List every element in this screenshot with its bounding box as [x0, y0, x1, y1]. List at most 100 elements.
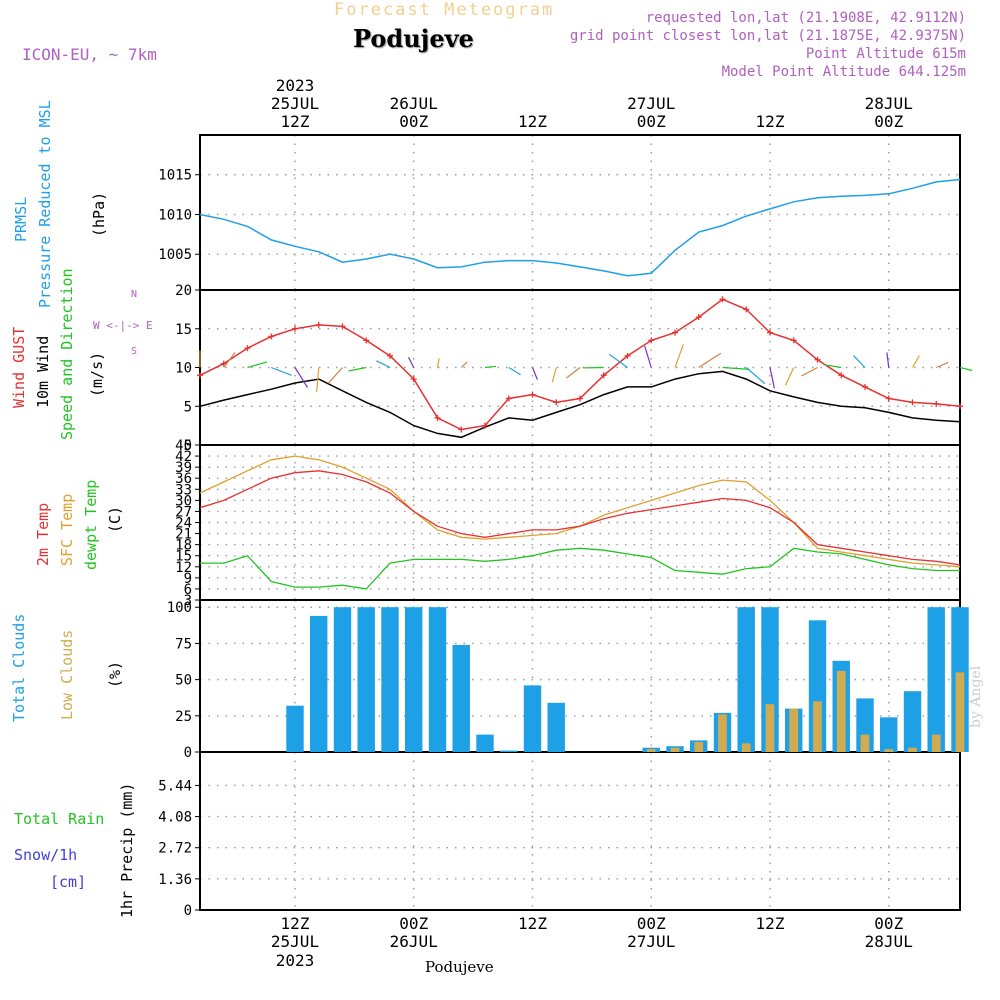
total-cloud-bar	[381, 607, 399, 752]
gust-marker	[292, 325, 298, 332]
wind-arrow	[769, 367, 775, 389]
model-label: ICON-EU, ~ 7km	[22, 45, 157, 64]
low-cloud-bar	[694, 741, 704, 752]
gust-marker	[315, 321, 322, 328]
wind-arrow	[223, 352, 236, 368]
total-cloud-bar	[547, 702, 565, 752]
total-cloud-bar	[523, 685, 542, 752]
gust-marker	[957, 403, 963, 410]
wind-arrow	[824, 364, 842, 369]
gust-marker	[624, 352, 631, 359]
low-cloud-bar	[884, 749, 894, 752]
y-tick-label: 4.08	[158, 810, 192, 826]
total-cloud-bar	[286, 705, 304, 752]
gust-marker	[482, 422, 488, 429]
total-cloud-bar	[880, 717, 898, 752]
bottom-hour-label: 12Z	[756, 914, 785, 933]
wind-arrow	[801, 366, 818, 377]
bottom-year-label: 2023	[276, 951, 315, 970]
y-tick-label: 9	[184, 571, 192, 587]
wind-arrow	[247, 361, 268, 369]
wind-arrow	[508, 366, 521, 376]
low-cloud-bar	[931, 734, 941, 752]
bottom-date-label: 26JUL	[390, 932, 438, 951]
y-tick-label: 75	[175, 636, 192, 652]
top-hour-label: 12Z	[281, 112, 310, 131]
y-tick-label: 2.72	[158, 841, 192, 857]
gust-marker	[814, 356, 821, 363]
bottom-location: Podujeve	[425, 958, 494, 976]
panel-5	[195, 751, 961, 911]
top-year-label: 2023	[276, 76, 315, 95]
wind-arrow	[608, 353, 628, 368]
total-cloud-bar	[357, 607, 375, 752]
y-tick-label: 12	[175, 560, 192, 576]
wind-arrow	[722, 366, 750, 370]
point-altitude: Point Altitude 615m	[805, 46, 966, 62]
compass-south: S	[131, 346, 138, 357]
wind-arrow	[294, 367, 309, 388]
rain-label: Total Rain	[14, 810, 105, 828]
y-tick-label: 21	[175, 527, 192, 543]
compass-west-east: W <-|-> E	[93, 319, 153, 332]
y-tick-label: 6	[184, 582, 192, 598]
gust-line	[199, 298, 961, 431]
bottom-hour-label: 12Z	[281, 914, 310, 933]
gust-marker	[695, 314, 702, 321]
wind-arrow	[436, 358, 440, 368]
panel-3	[195, 444, 961, 601]
gust-marker	[790, 337, 797, 344]
total-cloud-bar	[452, 644, 470, 752]
gust-marker	[553, 399, 560, 406]
low-cloud-bar	[860, 734, 870, 752]
gust-marker	[885, 395, 892, 402]
gust-marker	[197, 372, 203, 379]
y-tick-label: 5	[184, 399, 192, 415]
top-hour-label: 00Z	[637, 112, 666, 131]
y-tick-label: 18	[175, 538, 192, 554]
total-cloud-bar	[333, 607, 352, 752]
gust-marker	[529, 391, 536, 398]
total-cloud-bar	[737, 607, 755, 752]
compass-north: N	[131, 289, 138, 300]
wind-arrow	[316, 367, 320, 393]
pressure-line	[199, 178, 961, 277]
snow-label: Snow/1h	[14, 846, 78, 864]
requested-coords: requested lon,lat (21.1908E, 42.9112N)	[645, 10, 966, 26]
total-cloud-bar	[405, 607, 423, 752]
low-cloud-bar	[765, 704, 775, 752]
dewpt-line	[200, 547, 960, 590]
total-cloud-bar	[500, 750, 518, 752]
y-tick-label: 50	[175, 673, 192, 689]
wind-arrow	[271, 366, 292, 376]
gust-marker	[387, 352, 393, 359]
top-date-label: 28JUL	[865, 94, 913, 113]
y-tick-label: 3	[184, 593, 192, 609]
wind-arrow	[531, 367, 538, 380]
gust-marker	[434, 414, 441, 421]
product-title: Forecast Meteogram	[334, 0, 555, 20]
bottom-hour-label: 00Z	[637, 914, 666, 933]
bottom-hour-label: 00Z	[399, 914, 428, 933]
y-tick-label: 36	[175, 471, 192, 487]
top-date-label: 26JUL	[390, 94, 438, 113]
total-cloud-bar	[903, 691, 922, 752]
gust-marker	[339, 323, 346, 330]
location-title: Podujeve	[353, 24, 474, 53]
top-date-label: 27JUL	[627, 94, 675, 113]
bottom-hour-label: 12Z	[518, 914, 547, 933]
wind-arrow	[407, 357, 415, 368]
total-cloud-bar	[927, 607, 945, 752]
bottom-date-label: 27JUL	[627, 932, 675, 951]
y-tick-label: 1015	[158, 168, 192, 184]
total-cloud-bar	[428, 607, 447, 752]
bottom-date-label: 25JUL	[271, 932, 319, 951]
low-cloud-bar	[670, 747, 680, 752]
y-tick-label: 33	[175, 482, 192, 498]
gust-marker	[268, 333, 275, 340]
gust-marker	[862, 383, 868, 390]
gust-marker	[838, 372, 845, 379]
snow-unit-label: [cm]	[50, 873, 87, 891]
gust-marker	[410, 376, 417, 383]
